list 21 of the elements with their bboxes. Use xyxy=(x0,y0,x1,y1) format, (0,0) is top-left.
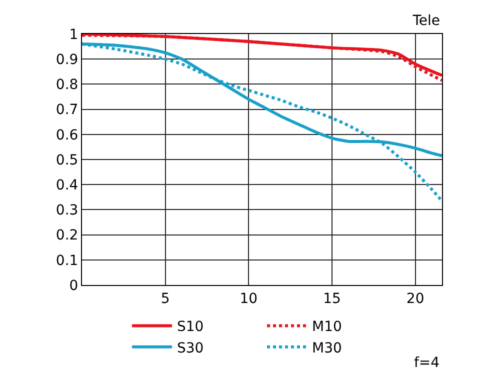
y-tick-label: 0.9 xyxy=(56,52,78,68)
y-tick-label: 0.3 xyxy=(56,202,78,219)
y-tick-label: 0.8 xyxy=(56,77,78,94)
legend-label: S10 xyxy=(177,319,204,336)
y-tick-label: 0.2 xyxy=(56,228,78,244)
y-tick-label: 0 xyxy=(69,278,78,294)
text: f=4 xyxy=(414,355,440,371)
legend-label: S30 xyxy=(177,340,204,356)
x-tick-label: 10 xyxy=(240,290,258,307)
legend-label: M30 xyxy=(312,340,342,356)
y-tick-label: 0.7 xyxy=(56,102,78,118)
legend-label: M10 xyxy=(312,319,342,336)
y-tick-label: 0.5 xyxy=(56,152,78,168)
x-tick-label: 5 xyxy=(160,290,170,307)
y-tick-label: 0.6 xyxy=(56,127,78,144)
y-tick-label: 1 xyxy=(69,26,78,43)
y-tick-label: 0.1 xyxy=(56,252,78,269)
chart-title: Tele xyxy=(412,12,440,29)
x-tick-label: 20 xyxy=(406,290,424,307)
x-tick-label: 15 xyxy=(323,290,341,307)
y-tick-label: 0.4 xyxy=(56,178,78,194)
